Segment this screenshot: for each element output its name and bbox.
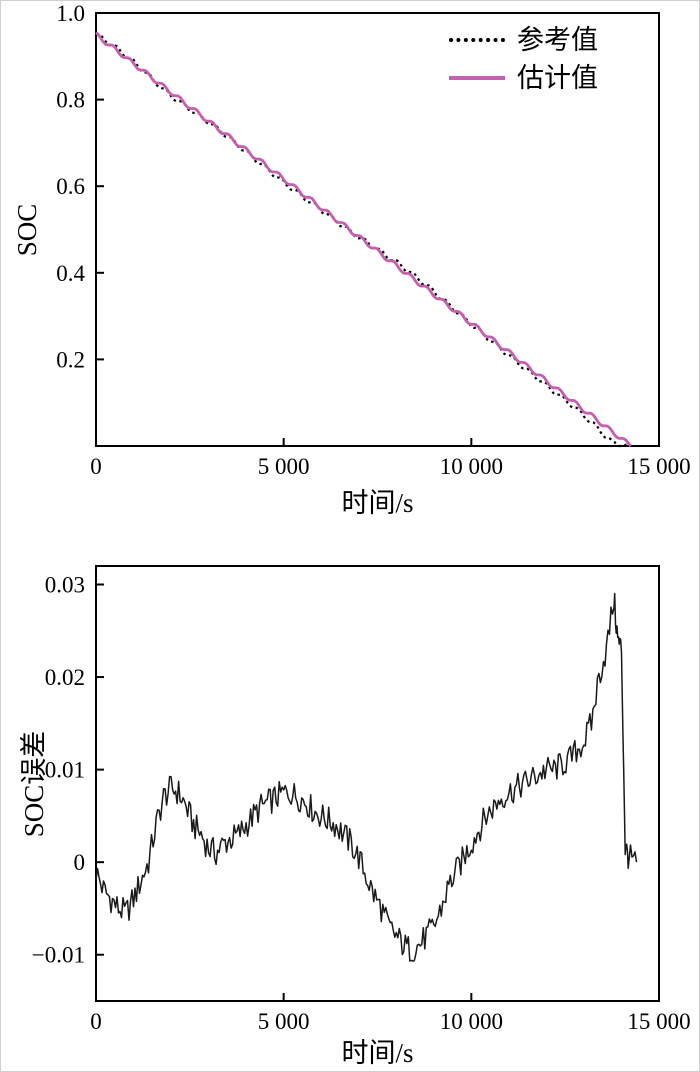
y-tick-label: 0 bbox=[74, 850, 86, 875]
error-y-axis-label: SOC误差 bbox=[19, 730, 49, 838]
x-tick-label: 10 000 bbox=[440, 454, 503, 479]
y-tick-label: −0.01 bbox=[32, 943, 85, 968]
x-tick-label: 0 bbox=[90, 454, 102, 479]
error-x-axis-label: 时间/s bbox=[341, 1038, 414, 1068]
soc-y-axis-label: SOC bbox=[12, 203, 42, 257]
y-tick-label: 0.6 bbox=[56, 174, 85, 199]
legend-label-reference: 参考值 bbox=[517, 25, 598, 55]
x-tick-label: 5 000 bbox=[258, 1009, 310, 1034]
legend-entry-estimate: 估计值 bbox=[449, 61, 598, 95]
legend-entry-reference: 参考值 bbox=[449, 23, 598, 57]
x-tick-label: 15 000 bbox=[627, 1009, 690, 1034]
reference-line-sample-icon bbox=[449, 38, 505, 42]
soc-x-axis-label: 时间/s bbox=[341, 488, 414, 518]
estimate-line-sample-icon bbox=[449, 76, 505, 80]
y-tick-label: 0.8 bbox=[56, 88, 85, 113]
y-tick-label: 0.01 bbox=[45, 758, 85, 783]
x-tick-label: 10 000 bbox=[440, 1009, 503, 1034]
y-tick-label: 1.0 bbox=[56, 1, 85, 26]
x-tick-label: 0 bbox=[90, 1009, 102, 1034]
y-tick-label: 0.03 bbox=[45, 573, 85, 598]
y-tick-label: 0.02 bbox=[45, 665, 85, 690]
legend-label-estimate: 估计值 bbox=[517, 63, 598, 93]
soc-chart: 0 5 000 10 000 15 000 0.2 0.4 0.6 0.8 1.0 bbox=[56, 1, 690, 479]
y-tick-label: 0.2 bbox=[56, 347, 85, 372]
soc-error-chart: 0 5 000 10 000 15 000 −0.01 0 0.01 0.02 0.03 bbox=[32, 565, 691, 1034]
plot-box bbox=[95, 12, 660, 447]
x-tick-label: 15 000 bbox=[627, 454, 690, 479]
plot-box bbox=[95, 565, 660, 1002]
x-tick-label: 5 000 bbox=[258, 454, 310, 479]
series-line-estimate bbox=[95, 31, 632, 447]
legend: 参考值 估计值 bbox=[449, 23, 598, 95]
y-tick-label: 0.4 bbox=[56, 261, 85, 286]
series-line-error bbox=[95, 592, 638, 962]
